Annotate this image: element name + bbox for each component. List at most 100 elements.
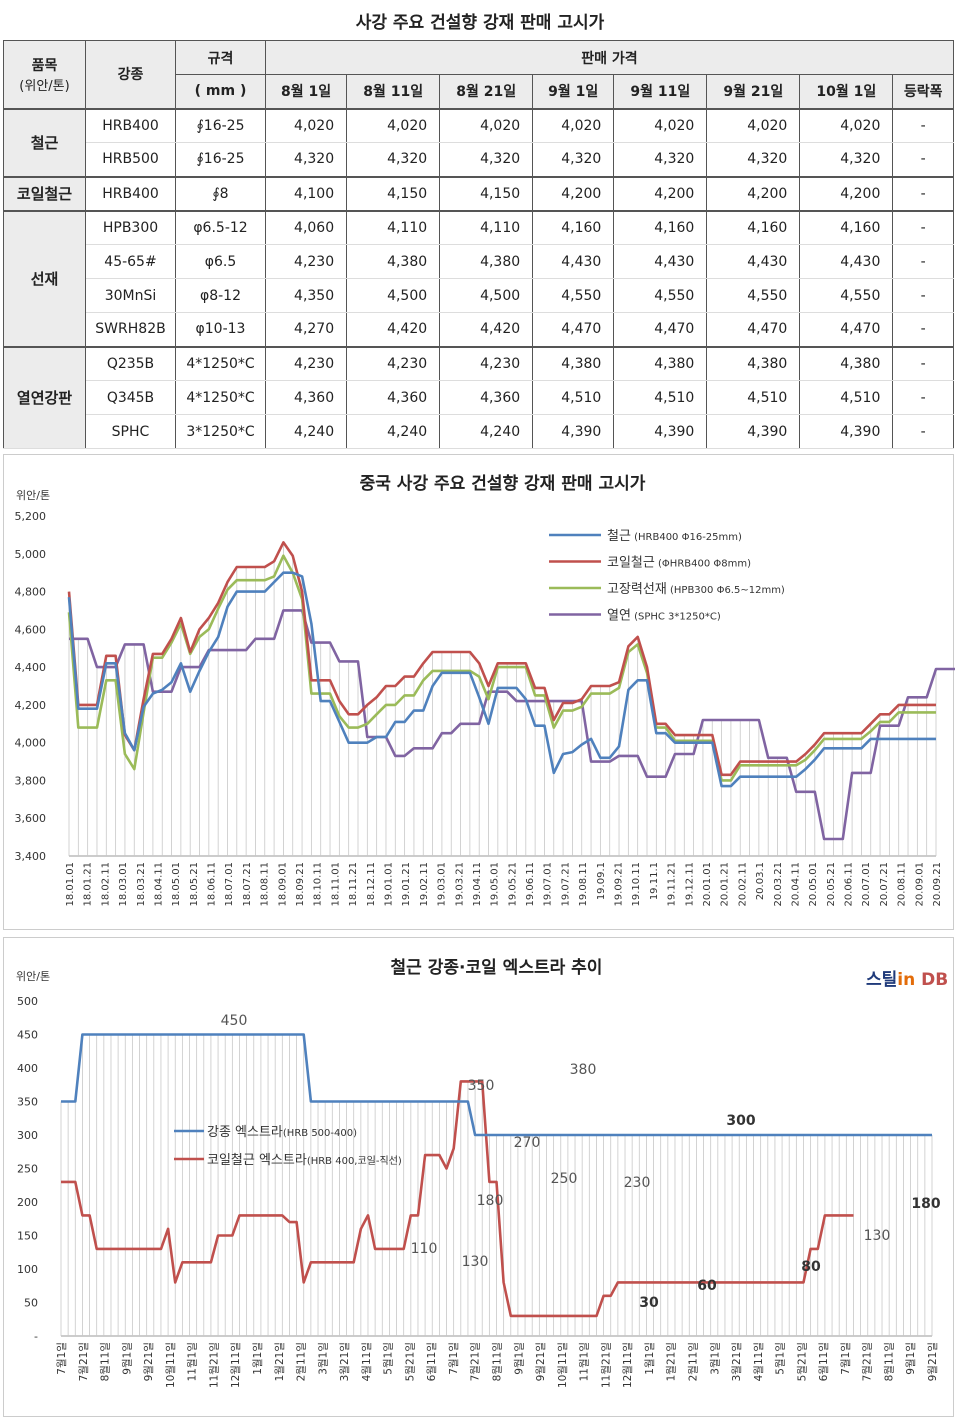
x-tick-label: 18.01.21 (83, 862, 94, 907)
x-tick-label: 4월11일 (752, 1342, 765, 1381)
y-tick-label: 450 (17, 1029, 38, 1042)
price-cell: 4,470 (532, 312, 615, 347)
legend-note: (HRB 400,코일-직선) (307, 1155, 402, 1167)
spec-cell: 4*1250*C (175, 345, 266, 381)
y-tick-label: 200 (17, 1196, 38, 1209)
x-tick-label: 12월11일 (229, 1342, 242, 1388)
grade-cell: SPHC (85, 414, 176, 449)
category-cell: 선재 (3, 209, 86, 347)
x-tick-label: 10월11일 (556, 1342, 569, 1388)
price-cell: 4,230 (264, 345, 348, 381)
price-cell: 4,160 (532, 209, 615, 245)
price-cell: 4,380 (613, 345, 708, 381)
price-cell: 4,150 (346, 175, 441, 211)
legend-label: 코일철근 엑스트라(HRB 400,코일-직선) (207, 1153, 402, 1168)
x-tick-label: 19.11.1 (649, 862, 660, 900)
price-cell: 4,230 (439, 345, 534, 381)
y-tick-label: - (34, 1330, 38, 1343)
x-tick-label: 7월1일 (55, 1342, 68, 1375)
x-tick-label: 7월21일 (469, 1342, 482, 1381)
grade-cell: HPB300 (85, 209, 176, 245)
x-tick-label: 5월1일 (774, 1342, 787, 1375)
x-tick-label: 19.03.01 (437, 862, 448, 907)
x-tick-label: 19.02.11 (419, 862, 430, 907)
price-cell: 4,200 (613, 175, 708, 211)
change-cell: - (892, 244, 954, 279)
x-tick-label: 2월11일 (686, 1342, 699, 1381)
table-title: 사강 주요 건설향 강재 판매 고시가 (355, 13, 605, 33)
price-cell: 4,110 (439, 209, 534, 245)
price-cell: 4,380 (706, 345, 801, 381)
y-tick-label: 3,400 (15, 850, 47, 863)
x-tick-label: 19.07.01 (543, 862, 554, 907)
x-tick-label: 9월1일 (120, 1342, 133, 1375)
price-cell: 4,320 (264, 142, 348, 177)
x-tick-label: 18.03.21 (136, 862, 147, 907)
series-line (61, 1080, 854, 1318)
x-tick-label: 18.02.11 (100, 862, 111, 907)
x-tick-label: 20.03.1 (755, 862, 766, 900)
series-line (61, 1033, 932, 1137)
x-tick-label: 18.05.01 (171, 862, 182, 907)
data-label: 130 (462, 1254, 489, 1270)
price-cell: 4,160 (799, 209, 894, 245)
x-tick-label: 1월1일 (251, 1342, 264, 1375)
x-tick-label: 20.06.11 (844, 862, 855, 907)
x-tick-label: 18.06.11 (207, 862, 218, 907)
y-tick-label: 300 (17, 1129, 38, 1142)
chart-title: 중국 사강 주요 건설향 강재 판매 고시가 (360, 473, 646, 494)
x-tick-label: 5월1일 (382, 1342, 395, 1375)
x-tick-label: 9월1일 (512, 1342, 525, 1375)
legend-note: (SPHC 3*1250*C) (631, 612, 721, 623)
grade-cell: 30MnSi (85, 278, 176, 313)
logo: 스틸in DB (866, 969, 948, 990)
data-label: 380 (570, 1062, 597, 1078)
logo-part: in (897, 970, 915, 990)
x-tick-label: 18.08.11 (260, 862, 271, 907)
x-tick-label: 5월21일 (403, 1342, 416, 1381)
y-tick-label: 350 (17, 1096, 38, 1109)
price-cell: 4,240 (439, 414, 534, 449)
price-cell: 4,510 (532, 380, 615, 415)
price-cell: 4,510 (706, 380, 801, 415)
x-tick-label: 18.11.01 (330, 862, 341, 907)
x-tick-label: 20.04.11 (790, 862, 801, 907)
price-cell: 4,320 (439, 142, 534, 177)
price-cell: 4,360 (346, 380, 441, 415)
spec-cell: φ6.5 (175, 244, 266, 279)
y-tick-label: 4,400 (15, 661, 47, 674)
grade-cell: HRB400 (85, 107, 176, 143)
category-cell: 코일철근 (3, 175, 86, 211)
x-tick-label: 9월21일 (534, 1342, 547, 1381)
x-tick-label: 19.01.21 (401, 862, 412, 907)
extra-chart-panel: 철근 강종·코일 엑스트라 추이 위안/톤 - 50 100 150 200 250 300 35… (3, 937, 954, 1417)
x-tick-label: 19.12.11 (684, 862, 695, 907)
price-cell: 4,320 (346, 142, 441, 177)
x-tick-label: 11월1일 (186, 1342, 199, 1381)
price-cell: 4,510 (613, 380, 708, 415)
price-cell: 4,160 (613, 209, 708, 245)
header-item: 품목 (위안/톤) (3, 40, 86, 109)
y-axis-label: 위안/톤 (16, 489, 50, 502)
price-cell: 4,380 (532, 345, 615, 381)
price-cell: 4,470 (706, 312, 801, 347)
grade-cell: 45-65# (85, 244, 176, 279)
data-label: 450 (221, 1013, 248, 1029)
series-line (67, 571, 936, 788)
x-tick-label: 19.06.11 (525, 862, 536, 907)
price-cell: 4,430 (613, 244, 708, 279)
y-axis-label: 위안/톤 (16, 970, 50, 983)
y-tick-label: 4,000 (15, 737, 47, 750)
table-row: 코일철근 HRB400 ∮8 4,100 4,150 4,150 4,200 4,200 4,2… (3, 175, 954, 211)
x-tick-label: 20.07.21 (879, 862, 890, 907)
series-line (67, 554, 936, 782)
price-cell: 4,020 (706, 107, 801, 143)
y-tick-label: 5,200 (15, 510, 47, 523)
price-cell: 4,510 (799, 380, 894, 415)
table-row: HRB500 ∮16-25 4,320 4,320 4,320 4,320 4,320 4,3… (4, 142, 954, 177)
y-tick-label: 400 (17, 1062, 38, 1075)
x-tick-label: 3월21일 (730, 1342, 743, 1381)
price-cell: 4,020 (439, 107, 534, 143)
price-cell: 4,430 (532, 244, 615, 279)
